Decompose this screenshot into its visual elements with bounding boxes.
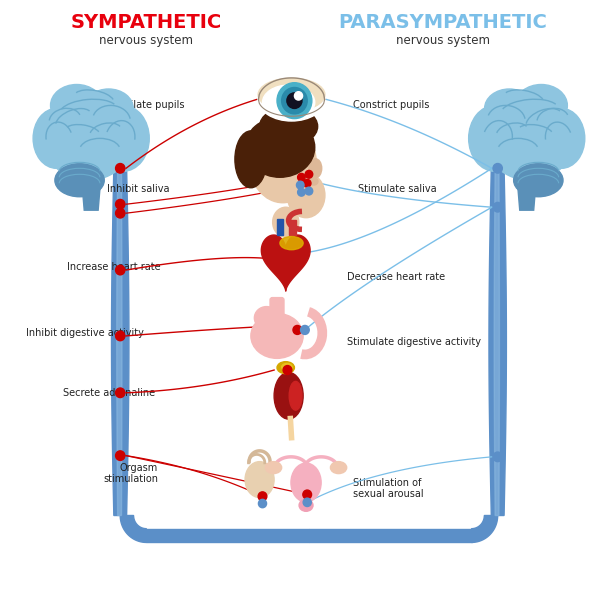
Ellipse shape — [265, 461, 281, 473]
Text: Inhibit digestive activity: Inhibit digestive activity — [26, 328, 143, 338]
Circle shape — [116, 388, 125, 398]
FancyBboxPatch shape — [270, 298, 284, 317]
Ellipse shape — [469, 106, 521, 171]
Text: SYMPATHETIC: SYMPATHETIC — [71, 13, 222, 32]
Circle shape — [301, 325, 309, 334]
Circle shape — [295, 92, 302, 100]
Ellipse shape — [55, 164, 104, 197]
Ellipse shape — [250, 122, 316, 203]
Ellipse shape — [97, 106, 149, 171]
Circle shape — [258, 492, 267, 501]
Ellipse shape — [43, 97, 133, 180]
Ellipse shape — [245, 118, 315, 177]
Circle shape — [305, 170, 313, 178]
Ellipse shape — [50, 85, 103, 127]
Circle shape — [493, 202, 502, 212]
Ellipse shape — [245, 461, 274, 497]
Ellipse shape — [309, 178, 318, 185]
Circle shape — [259, 499, 266, 508]
Circle shape — [298, 173, 305, 181]
Ellipse shape — [254, 307, 279, 329]
Ellipse shape — [538, 109, 585, 169]
Circle shape — [116, 199, 125, 209]
Circle shape — [116, 208, 125, 218]
Ellipse shape — [272, 207, 299, 237]
Polygon shape — [81, 157, 101, 210]
Circle shape — [296, 181, 304, 189]
Circle shape — [116, 265, 125, 275]
Text: Constrict pupils: Constrict pupils — [353, 100, 429, 110]
Circle shape — [283, 365, 292, 374]
Polygon shape — [117, 169, 122, 515]
Ellipse shape — [281, 364, 292, 371]
Circle shape — [303, 498, 311, 506]
Text: Dilate pupils: Dilate pupils — [122, 100, 184, 110]
Circle shape — [293, 325, 302, 334]
Ellipse shape — [280, 236, 303, 250]
Ellipse shape — [515, 85, 568, 127]
Ellipse shape — [258, 78, 325, 111]
Ellipse shape — [309, 159, 322, 178]
Polygon shape — [309, 529, 472, 542]
Circle shape — [303, 490, 311, 499]
Ellipse shape — [331, 461, 347, 473]
Circle shape — [493, 452, 502, 461]
Text: Secrete adrenaline: Secrete adrenaline — [63, 388, 155, 398]
Text: Orgasm
stimulation: Orgasm stimulation — [103, 463, 158, 484]
Ellipse shape — [274, 373, 303, 419]
Polygon shape — [489, 169, 506, 515]
Circle shape — [287, 93, 302, 109]
Ellipse shape — [251, 313, 303, 358]
Ellipse shape — [289, 382, 302, 410]
Polygon shape — [120, 515, 146, 542]
Polygon shape — [494, 169, 499, 515]
Polygon shape — [289, 220, 296, 235]
Text: nervous system: nervous system — [395, 34, 490, 47]
Circle shape — [277, 83, 312, 119]
Ellipse shape — [84, 89, 133, 128]
Circle shape — [116, 331, 125, 341]
Polygon shape — [472, 515, 497, 542]
Ellipse shape — [514, 164, 563, 197]
Text: nervous system: nervous system — [100, 34, 193, 47]
Text: Inhibit saliva: Inhibit saliva — [107, 184, 170, 194]
Circle shape — [298, 188, 305, 196]
Polygon shape — [277, 218, 283, 235]
Ellipse shape — [291, 463, 321, 502]
Ellipse shape — [277, 362, 295, 374]
Ellipse shape — [33, 109, 80, 169]
Circle shape — [116, 451, 125, 460]
Ellipse shape — [258, 78, 325, 121]
Text: PARASYMPATHETIC: PARASYMPATHETIC — [338, 13, 547, 32]
Ellipse shape — [485, 97, 575, 180]
Text: Stimulation of
sexual arousal: Stimulation of sexual arousal — [353, 478, 423, 499]
Circle shape — [493, 164, 502, 173]
Text: Stimulate saliva: Stimulate saliva — [358, 184, 437, 194]
Ellipse shape — [287, 173, 325, 218]
Text: Stimulate digestive activity: Stimulate digestive activity — [347, 337, 481, 347]
Polygon shape — [516, 157, 537, 210]
Polygon shape — [262, 235, 310, 291]
Polygon shape — [146, 529, 309, 542]
Ellipse shape — [235, 131, 267, 188]
Ellipse shape — [299, 499, 313, 511]
Circle shape — [304, 179, 311, 187]
Text: Increase heart rate: Increase heart rate — [67, 262, 161, 272]
Circle shape — [281, 88, 307, 114]
Polygon shape — [112, 169, 129, 515]
Circle shape — [116, 164, 125, 173]
Text: Decrease heart rate: Decrease heart rate — [347, 272, 445, 282]
Ellipse shape — [260, 107, 317, 146]
Ellipse shape — [485, 89, 534, 128]
Circle shape — [305, 187, 313, 195]
Ellipse shape — [262, 85, 315, 120]
